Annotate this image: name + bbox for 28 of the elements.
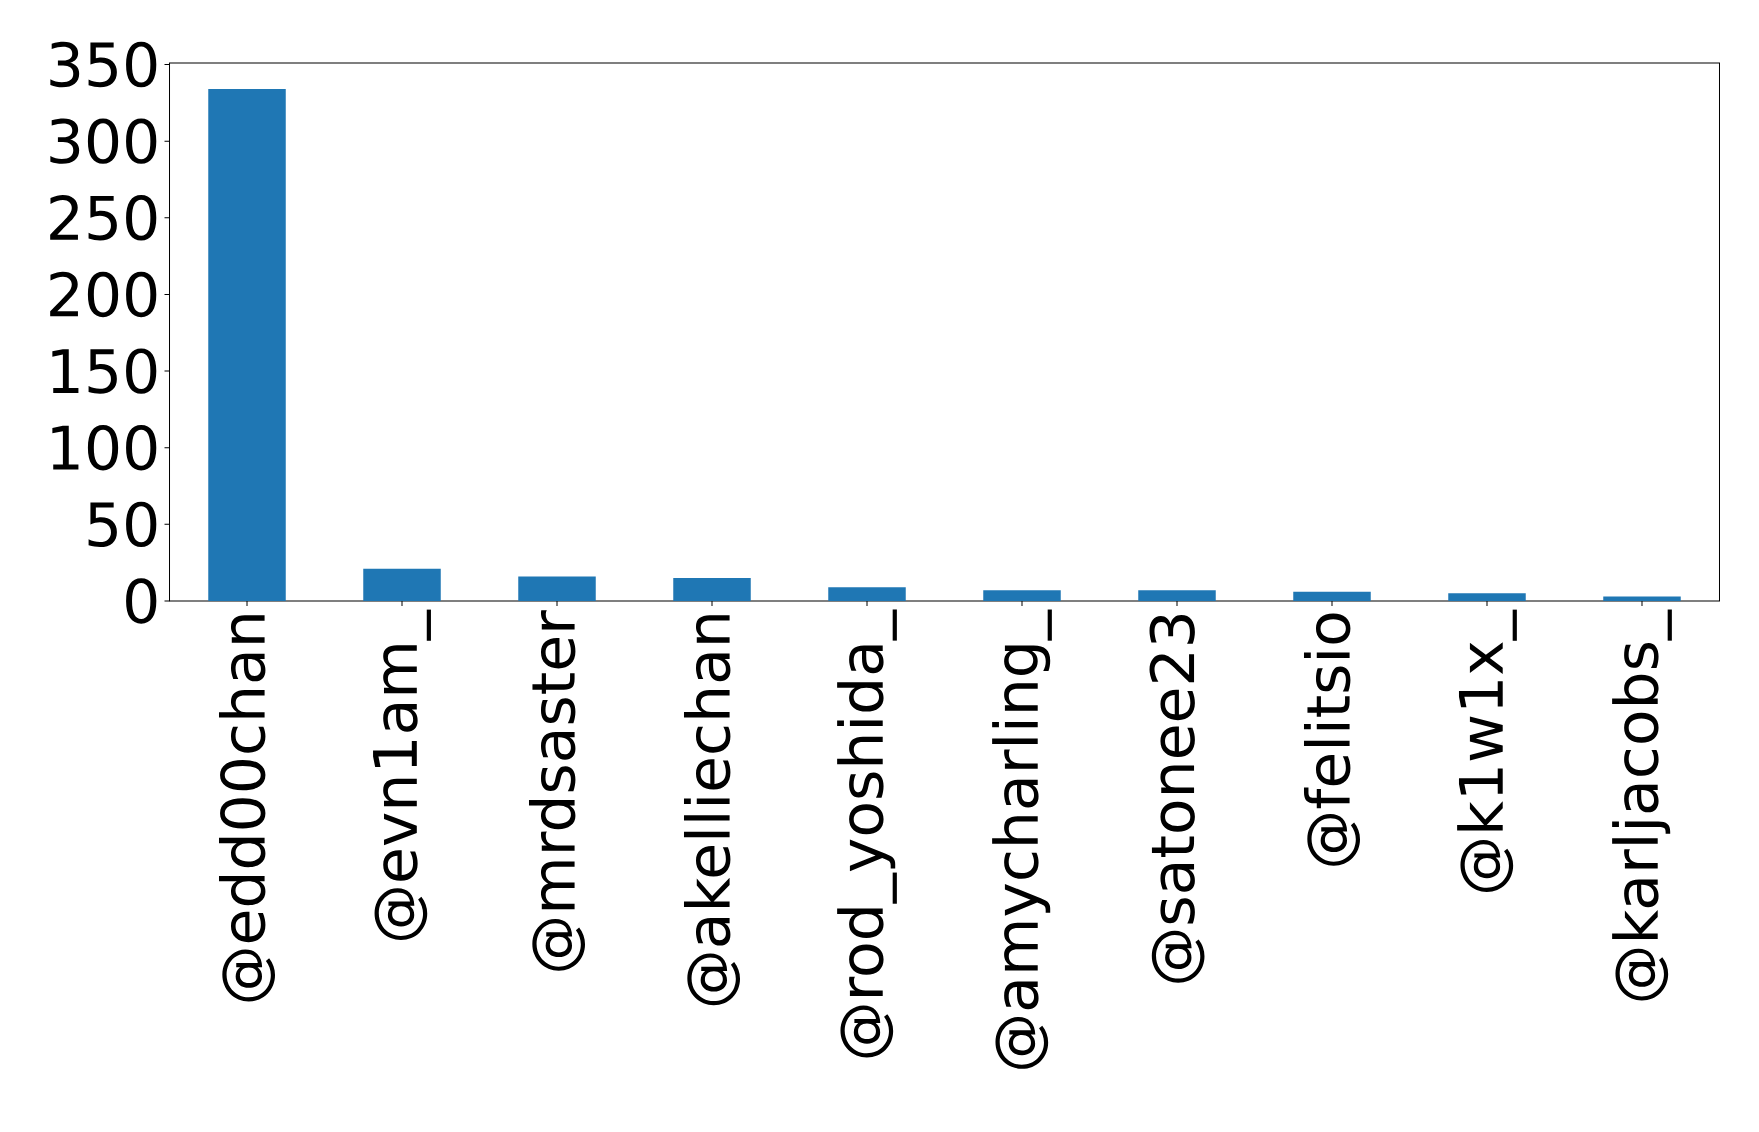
- y-tick-label: 0: [126, 578, 157, 624]
- bar: [1293, 591, 1371, 601]
- x-tick-label: @akelliechan: [683, 615, 741, 1006]
- x-tick-label: @k1w1x_: [1457, 609, 1517, 892]
- bar: [828, 587, 906, 601]
- x-tick-label: @evn1am_: [373, 609, 431, 941]
- y-tick-label: 100: [52, 425, 157, 471]
- x-tick-label: @karljacobs_: [1612, 609, 1672, 1001]
- bar: [208, 89, 286, 601]
- y-tick-label: 350: [50, 41, 157, 88]
- y-tick-label: 250: [50, 195, 157, 241]
- bar: [673, 578, 751, 601]
- x-tick-label: @felitsio: [1303, 613, 1361, 866]
- x-tick-label: @edd00chan: [219, 615, 276, 1002]
- x-tick-label: @satonee23: [1149, 615, 1205, 983]
- y-tick-label: 150: [52, 348, 157, 394]
- bar: [983, 590, 1061, 601]
- y-tick-label: 50: [88, 501, 157, 548]
- bar: [1448, 593, 1526, 601]
- x-tick-label: @mrdsaster: [528, 610, 586, 971]
- bar: [518, 576, 596, 601]
- x-tick-label: @amycharling_: [992, 609, 1052, 1069]
- bar: [363, 568, 441, 601]
- y-tick-label: 200: [50, 271, 157, 318]
- x-tick-label: @rod_yoshida_: [837, 609, 897, 1058]
- y-tick-label: 300: [50, 118, 157, 164]
- bar: [1138, 590, 1216, 601]
- bar: [1603, 596, 1681, 601]
